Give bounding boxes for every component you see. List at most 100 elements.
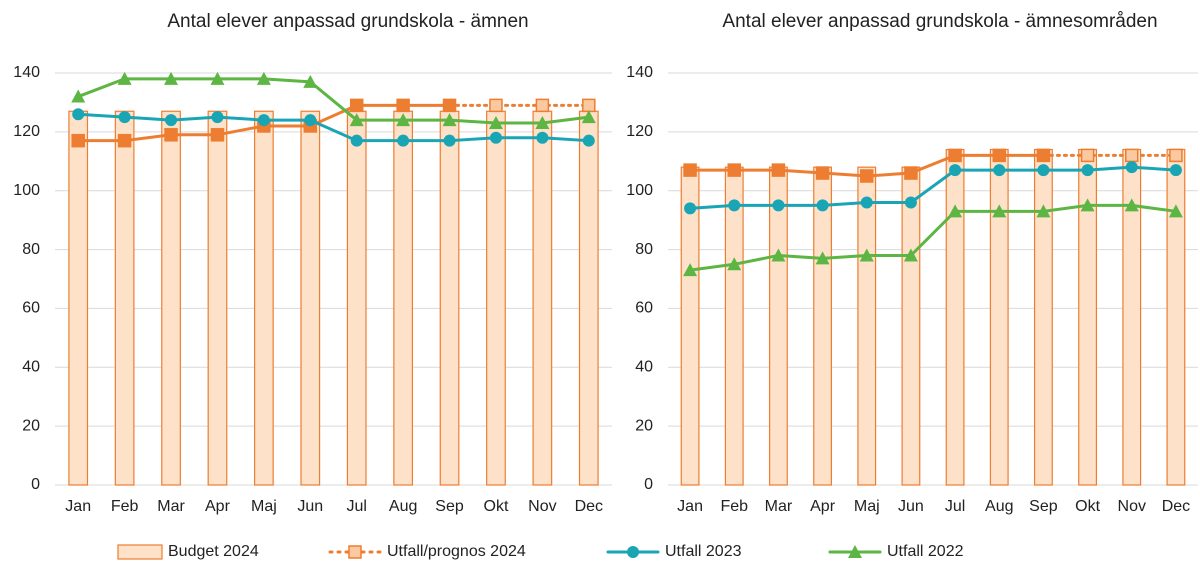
marker xyxy=(949,164,962,177)
marker xyxy=(304,114,317,127)
y-tick-label: 20 xyxy=(22,417,40,434)
y-tick-label: 60 xyxy=(22,300,40,317)
bar xyxy=(439,110,460,486)
x-tick-label: Dec xyxy=(575,498,603,515)
marker xyxy=(396,98,410,113)
marker xyxy=(727,257,742,271)
y-tick-label: 20 xyxy=(635,417,653,434)
marker xyxy=(1080,148,1095,163)
bar xyxy=(300,110,321,486)
marker xyxy=(1169,148,1183,163)
y-tick-label: 0 xyxy=(644,476,653,493)
marker xyxy=(71,133,85,148)
bar xyxy=(680,166,700,486)
legend-marker xyxy=(848,545,862,558)
x-tick-label: Nov xyxy=(528,498,556,515)
legend-label: Utfall 2023 xyxy=(665,543,742,560)
bar xyxy=(768,166,788,486)
bar xyxy=(857,166,877,486)
legend-swatch xyxy=(117,544,163,560)
bar xyxy=(901,166,921,486)
bar xyxy=(161,110,181,486)
marker xyxy=(536,131,549,144)
x-tick-label: Feb xyxy=(720,498,748,515)
marker xyxy=(1169,164,1182,177)
marker xyxy=(1168,204,1183,218)
marker xyxy=(257,114,270,127)
bar xyxy=(1166,148,1186,486)
x-tick-label: Jul xyxy=(346,498,366,515)
bar xyxy=(578,110,599,486)
bar xyxy=(813,166,833,486)
y-tick-label: 0 xyxy=(31,476,40,493)
x-tick-label: Sep xyxy=(1029,498,1058,515)
bar xyxy=(1033,148,1053,486)
x-tick-label: Sep xyxy=(435,498,464,515)
marker xyxy=(1124,198,1139,212)
marker xyxy=(349,98,364,113)
marker xyxy=(815,251,830,265)
marker xyxy=(164,71,179,85)
marker xyxy=(397,134,410,147)
marker xyxy=(117,133,132,148)
chart-title: Antal elever anpassad grundskola - ämnes… xyxy=(722,11,1157,32)
marker xyxy=(771,248,786,262)
marker xyxy=(948,204,963,218)
marker xyxy=(582,134,595,147)
x-tick-label: Nov xyxy=(1118,498,1146,515)
series-line xyxy=(689,203,1177,272)
marker xyxy=(859,248,874,262)
x-tick-label: Apr xyxy=(205,498,231,515)
marker xyxy=(683,163,697,177)
marker xyxy=(535,98,550,113)
marker xyxy=(256,71,271,85)
marker xyxy=(118,111,131,124)
marker xyxy=(582,98,596,113)
y-tick-label: 80 xyxy=(635,241,653,258)
marker xyxy=(992,148,1006,163)
y-tick-label: 140 xyxy=(13,64,40,81)
y-tick-label: 80 xyxy=(22,241,40,258)
y-tick-label: 140 xyxy=(626,64,653,81)
marker xyxy=(443,134,456,147)
bar xyxy=(989,148,1009,486)
marker xyxy=(489,98,503,113)
bar xyxy=(68,110,89,486)
legend-marker xyxy=(627,546,639,558)
marker xyxy=(683,263,698,277)
x-tick-label: Mar xyxy=(157,498,185,515)
marker xyxy=(1036,204,1051,218)
x-tick-label: Jul xyxy=(945,498,965,515)
bar xyxy=(393,110,414,486)
bar xyxy=(945,148,965,486)
y-tick-label: 120 xyxy=(626,123,653,140)
y-tick-label: 40 xyxy=(22,359,40,376)
y-tick-label: 100 xyxy=(626,182,653,199)
y-tick-label: 40 xyxy=(635,359,653,376)
bar xyxy=(207,110,228,486)
marker xyxy=(535,116,550,130)
chart-title: Antal elever anpassad grundskola - ämnen xyxy=(167,11,528,32)
x-tick-label: Maj xyxy=(251,498,277,515)
marker xyxy=(211,111,224,124)
legend-marker xyxy=(348,545,362,559)
x-tick-label: Mar xyxy=(765,498,793,515)
marker xyxy=(442,113,457,127)
marker xyxy=(904,166,918,180)
x-tick-label: Okt xyxy=(1075,498,1100,515)
series-line xyxy=(689,165,1177,210)
marker xyxy=(349,113,364,127)
marker xyxy=(164,128,178,142)
legend-label: Utfall/prognos 2024 xyxy=(387,543,526,560)
bar xyxy=(724,166,744,486)
marker xyxy=(1081,164,1094,177)
marker xyxy=(816,199,829,212)
marker xyxy=(488,116,503,130)
marker xyxy=(903,248,918,262)
marker xyxy=(1037,164,1050,177)
y-tick-label: 120 xyxy=(13,123,40,140)
x-tick-label: Maj xyxy=(854,498,880,515)
marker xyxy=(1036,148,1051,163)
marker xyxy=(727,163,741,177)
